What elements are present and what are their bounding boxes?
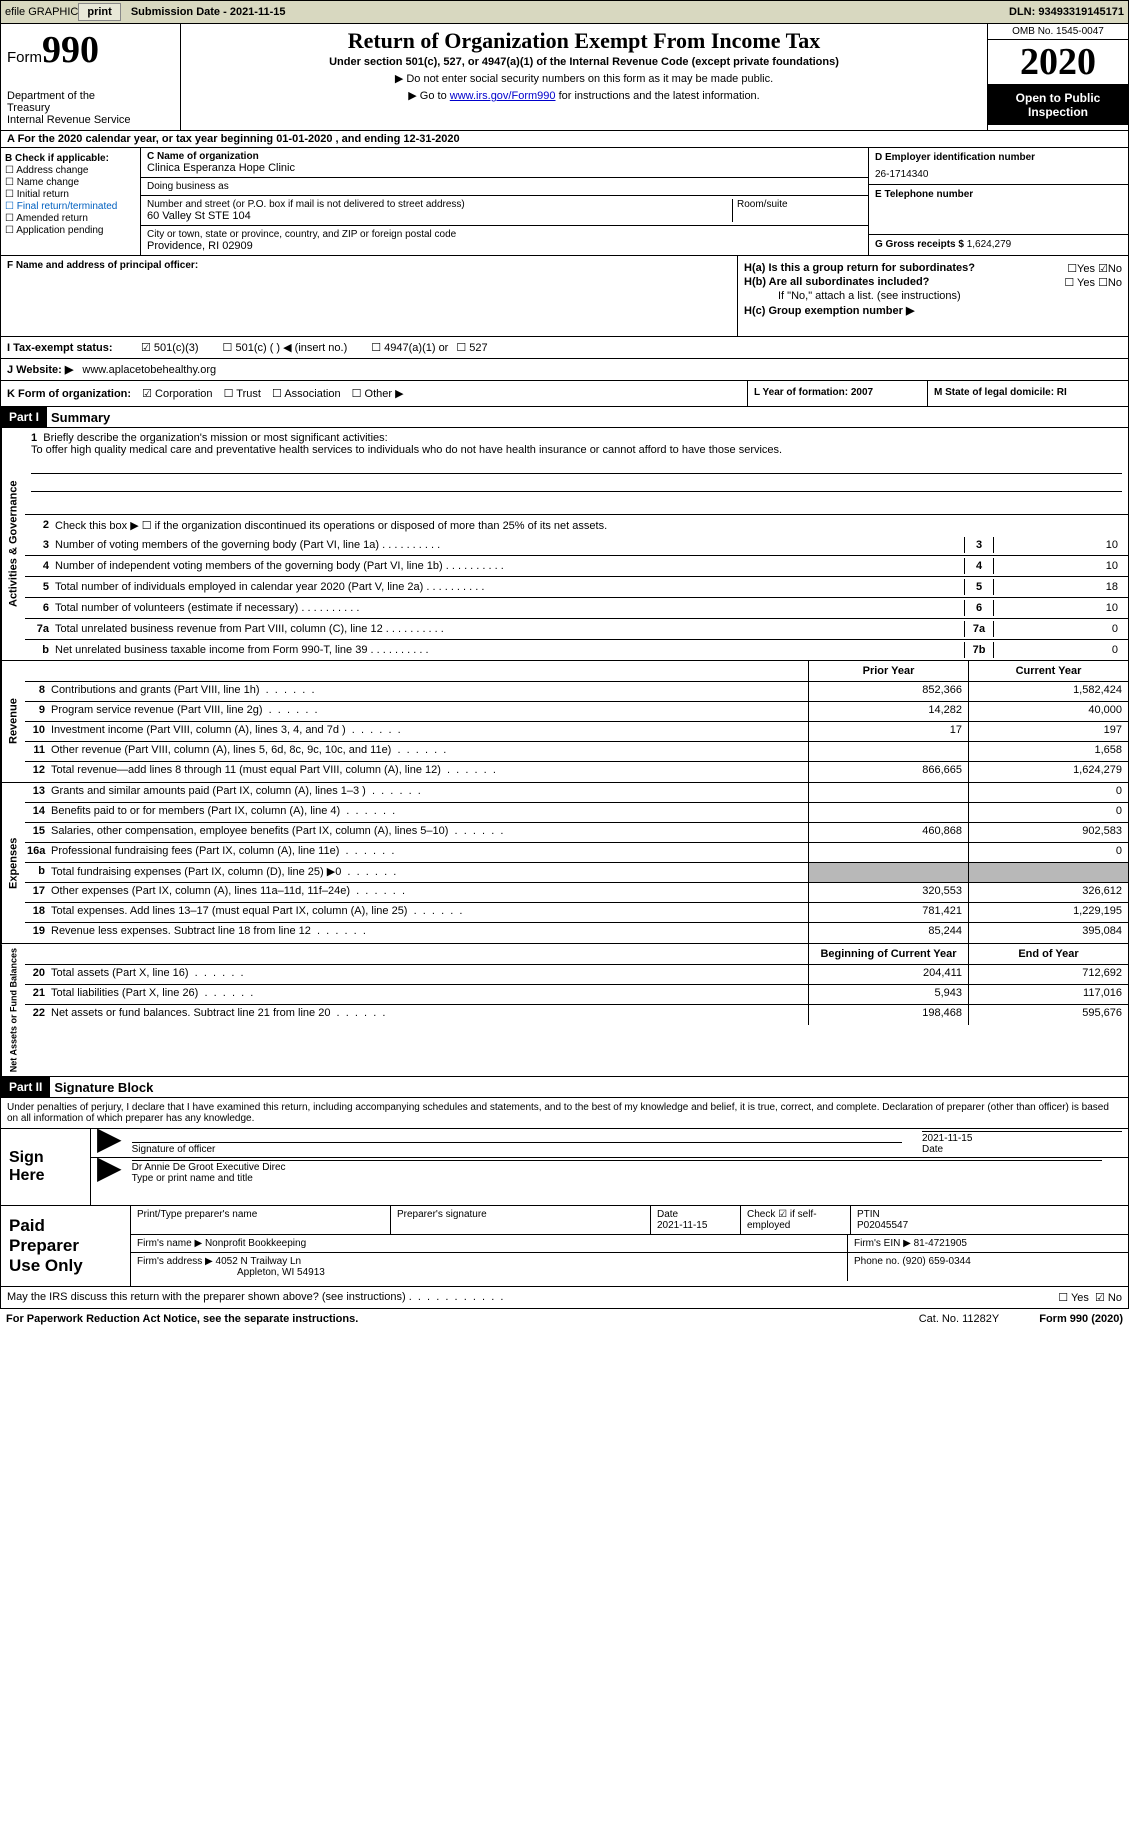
arrow-icon: ▶ [97, 1131, 122, 1145]
form-number-footer: Form 990 (2020) [1039, 1313, 1123, 1325]
mission-text: To offer high quality medical care and p… [31, 444, 1122, 456]
dba-label: Doing business as [147, 181, 229, 192]
room-label: Room/suite [737, 199, 788, 210]
c-label: C Name of organization [147, 151, 862, 162]
form-label: Form [7, 49, 42, 66]
e-label: E Telephone number [875, 189, 1122, 200]
f-label: F Name and address of principal officer: [7, 260, 198, 271]
dln-number: DLN: 93493319145171 [1009, 6, 1124, 18]
check-applicable: B Check if applicable: ☐ Address change … [1, 148, 141, 255]
note-link: ▶ Go to www.irs.gov/Form990 for instruct… [187, 89, 981, 102]
expenses-section: Expenses 13Grants and similar amounts pa… [0, 783, 1129, 944]
street-address: 60 Valley St STE 104 [147, 210, 251, 222]
tax-year: 2020 [988, 40, 1128, 85]
arrow-icon: ▶ [97, 1160, 122, 1174]
sign-here-label: SignHere [1, 1129, 91, 1205]
k-row: K Form of organization: ☑ Corporation ☐ … [0, 381, 1129, 407]
open-inspection: Open to PublicInspection [988, 85, 1128, 125]
street-label: Number and street (or P.O. box if mail i… [147, 199, 732, 210]
omb-number: OMB No. 1545-0047 [988, 24, 1128, 40]
section-b: B Check if applicable: ☐ Address change … [0, 148, 1129, 256]
dept-treasury: Department of theTreasuryInternal Revenu… [7, 90, 174, 126]
part2-header: Part II Signature Block [0, 1077, 1129, 1098]
sign-section: SignHere ▶ Signature of officer 2021-11-… [0, 1129, 1129, 1206]
ein-value: 26-1714340 [875, 169, 1122, 180]
preparer-section: PaidPreparerUse Only Print/Type preparer… [0, 1206, 1129, 1287]
ein-info: D Employer identification number 26-1714… [868, 148, 1128, 255]
part1-header: Part I Summary [0, 407, 1129, 428]
revenue-section: Revenue Prior Year Current Year 8Contrib… [0, 661, 1129, 783]
state-domicile: M State of legal domicile: RI [934, 387, 1067, 398]
org-info: C Name of organization Clinica Esperanza… [141, 148, 868, 255]
gross-receipts: 1,624,279 [967, 239, 1012, 250]
form-number: 990 [42, 29, 99, 71]
submission-date: Submission Date - 2021-11-15 [131, 6, 286, 18]
note-ssn: ▶ Do not enter social security numbers o… [187, 72, 981, 85]
side-governance: Activities & Governance [1, 428, 25, 660]
print-button[interactable]: print [78, 3, 120, 21]
side-expenses: Expenses [1, 783, 25, 943]
pra-notice: For Paperwork Reduction Act Notice, see … [6, 1313, 358, 1325]
website-url: www.aplacetobehealthy.org [82, 364, 216, 376]
perjury-statement: Under penalties of perjury, I declare th… [0, 1098, 1129, 1129]
officer-section: F Name and address of principal officer:… [0, 256, 1129, 337]
officer-signature: Signature of officer [132, 1142, 902, 1155]
paid-preparer-label: PaidPreparerUse Only [1, 1206, 131, 1286]
form-subtitle: Under section 501(c), 527, or 4947(a)(1)… [187, 56, 981, 68]
efile-label: efile GRAPHIC [5, 6, 78, 18]
top-bar: efile GRAPHIC print Submission Date - 20… [0, 0, 1129, 24]
header-middle: Return of Organization Exempt From Incom… [181, 24, 988, 130]
header-right: OMB No. 1545-0047 2020 Open to PublicIns… [988, 24, 1128, 130]
footer: For Paperwork Reduction Act Notice, see … [0, 1309, 1129, 1329]
website-row: J Website: ▶ www.aplacetobehealthy.org [0, 359, 1129, 381]
side-balances: Net Assets or Fund Balances [1, 944, 25, 1076]
discuss-row: May the IRS discuss this return with the… [0, 1287, 1129, 1309]
tax-status-row: I Tax-exempt status: ☑ 501(c)(3) ☐ 501(c… [0, 337, 1129, 359]
city-label: City or town, state or province, country… [147, 229, 456, 240]
side-revenue: Revenue [1, 661, 25, 782]
g-label: G Gross receipts $ [875, 239, 964, 250]
org-name: Clinica Esperanza Hope Clinic [147, 162, 295, 174]
officer-name: Dr Annie De Groot Executive DirecType or… [132, 1160, 1102, 1184]
d-label: D Employer identification number [875, 152, 1122, 163]
irs-link[interactable]: www.irs.gov/Form990 [450, 90, 556, 102]
header-left: Form990 Department of theTreasuryInterna… [1, 24, 181, 130]
sig-date: 2021-11-15Date [922, 1131, 1122, 1155]
cat-number: Cat. No. 11282Y [919, 1313, 1000, 1325]
form-title: Return of Organization Exempt From Incom… [187, 28, 981, 54]
governance-section: Activities & Governance 1 Briefly descri… [0, 428, 1129, 661]
balances-section: Net Assets or Fund Balances Beginning of… [0, 944, 1129, 1077]
year-formation: L Year of formation: 2007 [754, 387, 873, 398]
form-header: Form990 Department of theTreasuryInterna… [0, 24, 1129, 131]
city-state-zip: Providence, RI 02909 [147, 240, 253, 252]
tax-period: A For the 2020 calendar year, or tax yea… [0, 131, 1129, 148]
